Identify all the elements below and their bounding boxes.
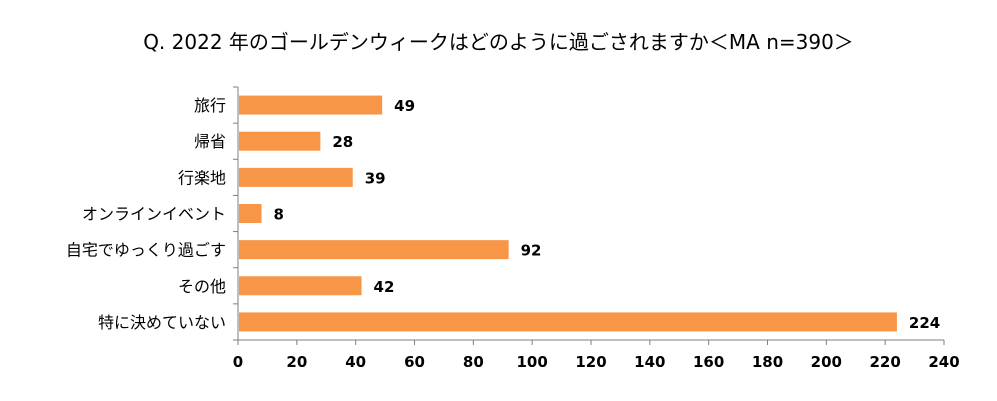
x-tick-label: 80 <box>463 353 484 371</box>
bar <box>239 312 897 332</box>
x-tick-label: 60 <box>404 353 425 371</box>
chart-title: Q. 2022 年のゴールデンウィークはどのように過ごされますか＜MA n=39… <box>143 30 854 54</box>
category-label: 自宅でゆっくり過ごす <box>66 241 226 260</box>
value-label: 8 <box>274 206 284 224</box>
bar <box>239 95 383 115</box>
value-label: 39 <box>365 169 386 187</box>
x-tick-label: 100 <box>517 353 548 371</box>
x-tick-label: 180 <box>752 353 783 371</box>
bar <box>239 167 353 187</box>
x-tick-label: 240 <box>928 353 959 371</box>
category-label: オンラインイベント <box>82 205 226 224</box>
bar <box>239 131 321 151</box>
bar <box>239 240 509 260</box>
value-label: 224 <box>909 314 940 332</box>
x-tick-label: 220 <box>870 353 901 371</box>
x-tick-label: 40 <box>345 353 366 371</box>
value-label: 49 <box>394 97 415 115</box>
x-tick-label: 200 <box>811 353 842 371</box>
labels-group: 0 20 40 60 80 100 120 140 160 180 200 220 240 旅行 49 帰省 2… <box>66 96 960 371</box>
x-tick-label: 120 <box>575 353 606 371</box>
category-label: 帰省 <box>194 132 226 151</box>
bar <box>239 204 262 223</box>
bars-group <box>239 95 897 332</box>
x-tick-label: 0 <box>233 353 243 371</box>
value-label: 28 <box>332 133 353 151</box>
category-label: その他 <box>178 277 226 296</box>
x-tick-label: 140 <box>634 353 665 371</box>
value-label: 92 <box>521 242 542 260</box>
axes-group <box>233 86 945 345</box>
value-label: 42 <box>374 278 395 296</box>
bar <box>239 276 362 296</box>
category-label: 行楽地 <box>178 168 226 187</box>
category-label: 旅行 <box>194 96 226 115</box>
x-tick-label: 20 <box>286 353 307 371</box>
category-label: 特に決めていない <box>98 313 226 332</box>
x-tick-label: 160 <box>693 353 724 371</box>
